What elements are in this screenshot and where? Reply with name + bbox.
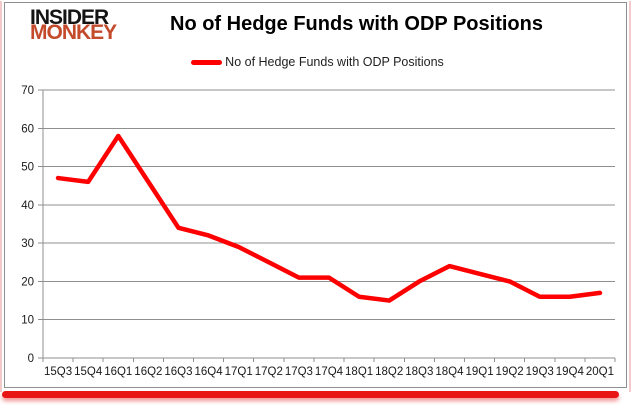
legend-line-swatch bbox=[191, 59, 223, 65]
svg-text:19Q3: 19Q3 bbox=[526, 366, 554, 378]
svg-text:16Q3: 16Q3 bbox=[164, 366, 192, 378]
svg-text:10: 10 bbox=[21, 315, 34, 327]
svg-text:18Q3: 18Q3 bbox=[405, 366, 433, 378]
svg-text:15Q4: 15Q4 bbox=[74, 366, 103, 378]
svg-text:70: 70 bbox=[21, 85, 34, 97]
svg-text:18Q1: 18Q1 bbox=[345, 366, 373, 378]
svg-text:18Q2: 18Q2 bbox=[375, 366, 403, 378]
svg-text:17Q4: 17Q4 bbox=[315, 366, 344, 378]
red-accent-bar bbox=[2, 391, 619, 398]
chart-title: No of Hedge Funds with ODP Positions bbox=[170, 13, 543, 35]
svg-text:16Q2: 16Q2 bbox=[134, 366, 162, 378]
svg-text:20: 20 bbox=[21, 276, 34, 288]
svg-text:15Q3: 15Q3 bbox=[44, 366, 72, 378]
svg-text:50: 50 bbox=[21, 162, 34, 174]
svg-text:19Q2: 19Q2 bbox=[496, 366, 524, 378]
svg-text:0: 0 bbox=[28, 353, 34, 365]
svg-text:17Q1: 17Q1 bbox=[225, 366, 253, 378]
svg-text:16Q4: 16Q4 bbox=[195, 366, 224, 378]
svg-text:30: 30 bbox=[21, 238, 34, 250]
left-edge-accent bbox=[0, 1, 2, 392]
svg-text:17Q2: 17Q2 bbox=[255, 366, 283, 378]
svg-text:40: 40 bbox=[21, 200, 34, 212]
logo-line-monkey: MONKEY bbox=[30, 21, 117, 44]
insider-monkey-logo: INSIDER MONKEY bbox=[30, 6, 117, 44]
logo-line-insider: INSIDER bbox=[30, 6, 109, 29]
right-edge-accent bbox=[629, 1, 631, 392]
chart-legend: No of Hedge Funds with ODP Positions bbox=[0, 54, 635, 70]
svg-text:17Q3: 17Q3 bbox=[285, 366, 313, 378]
svg-text:16Q1: 16Q1 bbox=[104, 366, 132, 378]
svg-text:19Q1: 19Q1 bbox=[465, 366, 493, 378]
svg-text:18Q4: 18Q4 bbox=[435, 366, 464, 378]
chart-card-border bbox=[4, 2, 627, 388]
svg-text:19Q4: 19Q4 bbox=[556, 366, 585, 378]
svg-text:20Q1: 20Q1 bbox=[586, 366, 614, 378]
svg-text:60: 60 bbox=[21, 123, 34, 135]
legend-label: No of Hedge Funds with ODP Positions bbox=[225, 55, 444, 69]
